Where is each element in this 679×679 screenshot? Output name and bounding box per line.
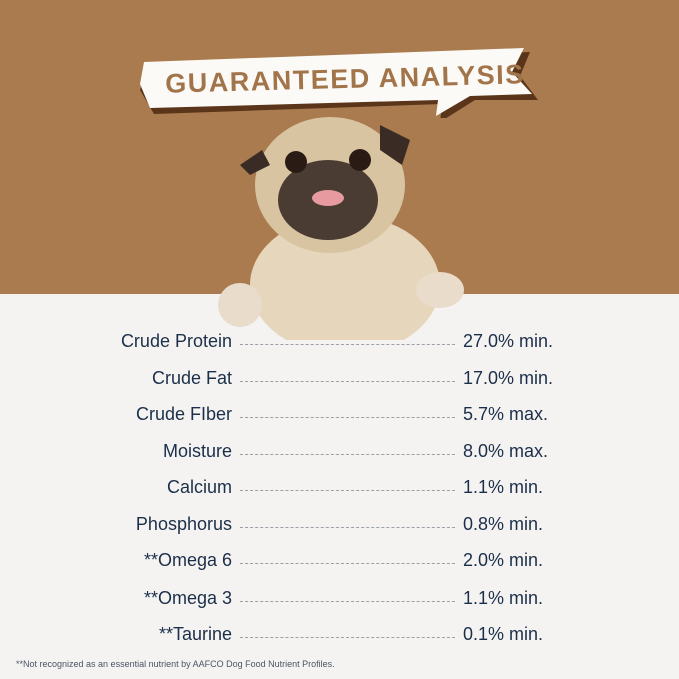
nutrient-row: Crude Protein 27.0% min. [0, 331, 679, 355]
dotted-leader [240, 637, 455, 638]
nutrient-value: 1.1% min. [463, 588, 544, 608]
nutrient-label: Crude Fat [151, 368, 232, 388]
nutrient-row: Moisture 8.0% max. [0, 441, 679, 465]
nutrient-label: Crude FIber [135, 404, 232, 424]
footnote: **Not recognized as an essential nutrien… [16, 659, 335, 669]
dotted-leader [240, 563, 455, 564]
nutrient-value: 1.1% min. [463, 477, 544, 497]
nutrient-label: Crude Protein [120, 331, 232, 351]
nutrient-row: Crude Fat 17.0% min. [0, 368, 679, 392]
dotted-leader [240, 601, 455, 602]
dotted-leader [240, 454, 455, 455]
nutrient-value: 27.0% min. [463, 331, 554, 351]
dotted-leader [240, 344, 455, 345]
nutrient-value: 0.1% min. [463, 624, 544, 644]
nutrient-label: Moisture [162, 441, 232, 461]
nutrient-row: **Omega 3 1.1% min. [0, 588, 679, 612]
nutrient-label: **Omega 6 [143, 550, 232, 570]
paper-background [0, 294, 679, 679]
nutrient-row: Phosphorus 0.8% min. [0, 514, 679, 538]
nutrient-label: Calcium [166, 477, 232, 497]
nutrient-label: **Taurine [158, 624, 232, 644]
nutrient-row: **Omega 6 2.0% min. [0, 550, 679, 574]
nutrient-value: 0.8% min. [463, 514, 544, 534]
nutrient-value: 17.0% min. [463, 368, 554, 388]
nutrient-label: **Omega 3 [143, 588, 232, 608]
dotted-leader [240, 527, 455, 528]
pug-dog-image [218, 117, 464, 340]
nutrient-row: **Taurine 0.1% min. [0, 624, 679, 648]
nutrient-value: 2.0% min. [463, 550, 544, 570]
dotted-leader [240, 490, 455, 491]
speech-banner [140, 48, 538, 118]
dotted-leader [240, 381, 455, 382]
nutrient-value: 8.0% max. [463, 441, 549, 461]
nutrient-row: Calcium 1.1% min. [0, 477, 679, 501]
dotted-leader [240, 417, 455, 418]
nutrient-row: Crude FIber 5.7% max. [0, 404, 679, 428]
nutrient-value: 5.7% max. [463, 404, 549, 424]
nutrient-label: Phosphorus [135, 514, 232, 534]
